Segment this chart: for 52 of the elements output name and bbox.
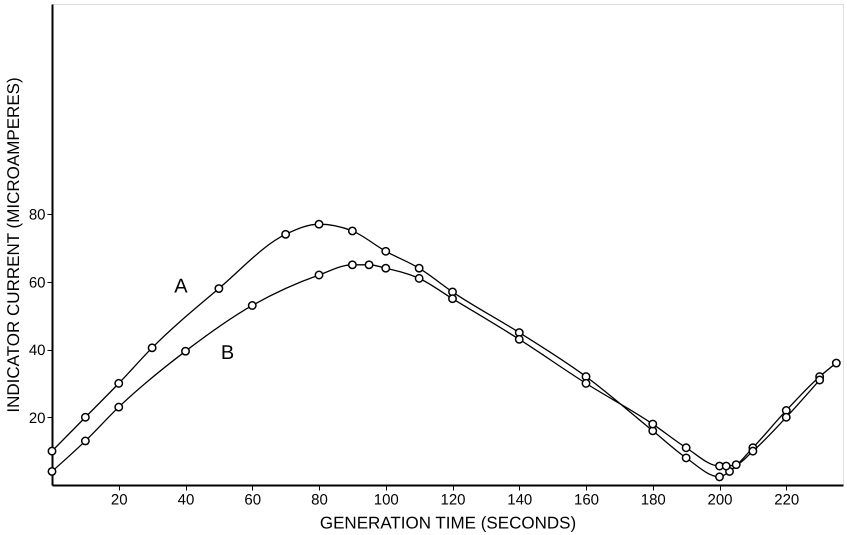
x-tick-label: 60 — [244, 492, 262, 508]
point — [815, 376, 824, 384]
point — [281, 230, 290, 239]
point — [80, 436, 90, 446]
x-tick-label: 140 — [507, 492, 532, 508]
point — [832, 358, 841, 368]
point — [314, 220, 324, 229]
point — [381, 264, 390, 273]
point — [214, 284, 224, 293]
point — [314, 270, 324, 280]
x-tick-label: 180 — [640, 492, 666, 508]
point — [648, 420, 658, 428]
point — [682, 443, 691, 452]
x-tick-label: 100 — [374, 492, 399, 508]
point — [514, 334, 524, 344]
point — [148, 343, 157, 352]
point — [114, 378, 124, 388]
point — [448, 294, 457, 304]
y-tick-label: 20 — [28, 410, 46, 427]
x-tick-label: 40 — [178, 492, 194, 508]
point — [248, 301, 257, 310]
x-tick-label: 80 — [311, 492, 328, 508]
point — [414, 274, 424, 283]
point — [748, 446, 758, 456]
x-tick-label: 160 — [574, 492, 600, 508]
series-label: A — [174, 276, 188, 298]
y-tick-label: 80 — [28, 206, 46, 224]
point — [715, 472, 724, 482]
point — [48, 467, 56, 476]
point — [80, 412, 90, 422]
point — [732, 460, 741, 470]
series-label: B — [220, 342, 234, 364]
point — [348, 260, 357, 270]
point — [782, 412, 791, 422]
point — [114, 402, 124, 412]
point — [348, 226, 357, 236]
point — [181, 346, 190, 356]
point — [722, 462, 731, 470]
point — [682, 453, 691, 462]
point — [364, 260, 374, 270]
x-tick-label: 20 — [110, 492, 128, 508]
y-tick-label: 60 — [28, 274, 46, 292]
x-tick-label: 120 — [440, 492, 466, 508]
y-tick-label: 40 — [28, 342, 46, 360]
x-tick-label: 200 — [707, 492, 733, 508]
point — [48, 446, 56, 456]
x-axis-title: GENERATION TIME (SECONDS) — [320, 514, 576, 532]
point — [582, 378, 590, 388]
x-tick-label: 220 — [774, 492, 800, 508]
y-axis-title: INDICATOR CURRENT (MICROAMPERES) — [4, 77, 23, 413]
point — [414, 264, 424, 273]
point — [381, 246, 390, 256]
